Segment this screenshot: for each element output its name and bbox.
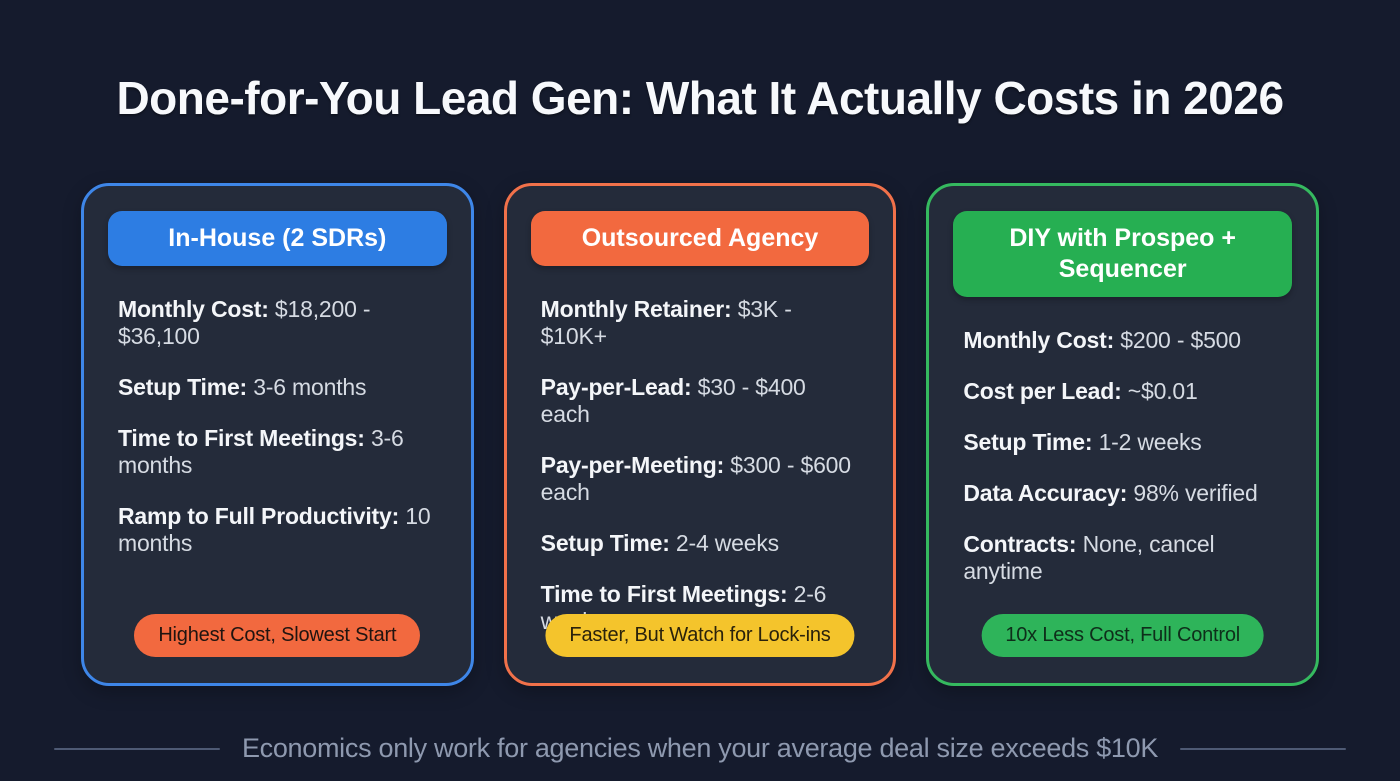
card-in-house-header: In-House (2 SDRs) — [108, 211, 447, 266]
stat-value: $30 - $400 each — [540, 374, 806, 427]
card-diy-prospeo-header: DIY with Prospeo + Sequencer — [953, 211, 1293, 297]
card-diy-prospeo: DIY with Prospeo + Sequencer Monthly Cos… — [926, 183, 1320, 686]
card-diy-prospeo-body: Monthly Cost: $200 - $500 Cost per Lead:… — [953, 327, 1292, 585]
card-in-house-badge: Highest Cost, Slowest Start — [134, 614, 421, 657]
stat-label: Time to First Meetings: — [540, 581, 788, 607]
stat-label: Setup Time: — [540, 530, 670, 556]
card-diy-prospeo-badge: 10x Less Cost, Full Control — [981, 614, 1265, 657]
footer-note: Economics only work for agencies when yo… — [0, 733, 1400, 764]
stat-label: Monthly Cost: — [963, 327, 1115, 353]
stat-value: 3-6 months — [118, 425, 404, 478]
stat-value: $300 - $600 each — [540, 452, 851, 505]
card-in-house: In-House (2 SDRs) Monthly Cost: $18,200 … — [81, 183, 474, 686]
stat-label: Data Accuracy: — [963, 480, 1128, 506]
footer-divider-left — [53, 747, 220, 750]
stat-setup-time: Setup Time: 3-6 months — [118, 374, 437, 401]
stat-monthly-retainer: Monthly Retainer: $3K - $10K+ — [541, 296, 860, 350]
card-in-house-body: Monthly Cost: $18,200 - $36,100 Setup Ti… — [108, 296, 447, 557]
stat-label: Monthly Retainer: — [540, 296, 732, 322]
footer-divider-right — [1180, 747, 1347, 750]
card-outsourced-agency-header: Outsourced Agency — [530, 211, 870, 266]
stat-value: None, cancel anytime — [963, 531, 1215, 584]
page-title: Done-for-You Lead Gen: What It Actually … — [116, 72, 1284, 124]
stat-label: Ramp to Full Productivity: — [118, 503, 400, 529]
stat-label: Setup Time: — [963, 429, 1093, 455]
stat-value: ~$0.01 — [1127, 378, 1198, 404]
stat-cost-per-lead: Cost per Lead: ~$0.01 — [963, 378, 1282, 405]
stat-value: $3K - $10K+ — [540, 296, 792, 349]
stat-value: $18,200 - $36,100 — [118, 296, 371, 349]
stat-label: Contracts: — [963, 531, 1077, 557]
stat-monthly-cost: Monthly Cost: $18,200 - $36,100 — [118, 296, 437, 350]
stat-label: Monthly Cost: — [118, 296, 269, 322]
stat-value: 2-4 weeks — [675, 530, 779, 556]
stat-time-to-first-meetings: Time to First Meetings: 3-6 months — [118, 425, 437, 479]
footer-note-text: Economics only work for agencies when yo… — [241, 733, 1159, 763]
stat-label: Time to First Meetings: — [118, 425, 365, 451]
stat-value: 3-6 months — [253, 374, 367, 400]
comparison-cards: In-House (2 SDRs) Monthly Cost: $18,200 … — [0, 183, 1400, 686]
card-outsourced-agency-body: Monthly Retainer: $3K - $10K+ Pay-per-Le… — [531, 296, 870, 635]
stat-pay-per-meeting: Pay-per-Meeting: $300 - $600 each — [541, 452, 860, 506]
stat-pay-per-lead: Pay-per-Lead: $30 - $400 each — [541, 374, 860, 428]
stat-setup-time: Setup Time: 1-2 weeks — [963, 429, 1282, 456]
card-outsourced-agency: Outsourced Agency Monthly Retainer: $3K … — [503, 183, 897, 686]
stat-label: Pay-per-Meeting: — [540, 452, 725, 478]
stat-value: 98% verified — [1133, 480, 1258, 506]
stat-monthly-cost: Monthly Cost: $200 - $500 — [963, 327, 1282, 354]
stat-value: $200 - $500 — [1120, 327, 1241, 353]
stat-label: Setup Time: — [118, 374, 248, 400]
stat-contracts: Contracts: None, cancel anytime — [963, 531, 1282, 585]
stat-value: 10 months — [118, 503, 431, 556]
stat-setup-time: Setup Time: 2-4 weeks — [541, 530, 860, 557]
stat-ramp-to-full-productivity: Ramp to Full Productivity: 10 months — [118, 503, 437, 557]
card-outsourced-agency-badge: Faster, But Watch for Lock-ins — [545, 614, 855, 657]
stat-label: Cost per Lead: — [963, 378, 1122, 404]
stat-data-accuracy: Data Accuracy: 98% verified — [963, 480, 1282, 507]
stat-value: 1-2 weeks — [1098, 429, 1202, 455]
stat-label: Pay-per-Lead: — [540, 374, 692, 400]
